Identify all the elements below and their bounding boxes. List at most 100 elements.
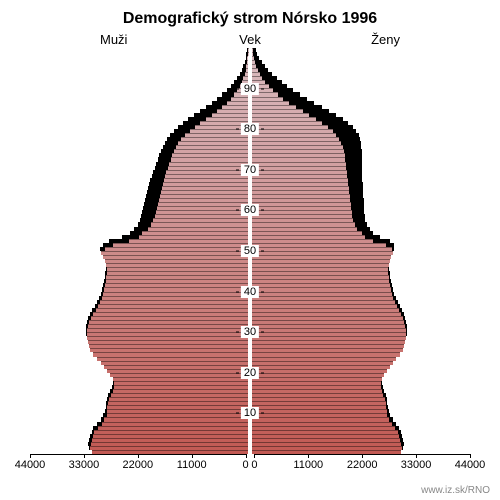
age-bar: [250, 145, 470, 149]
age-bar: [250, 153, 470, 157]
age-bar: [250, 92, 470, 96]
age-bar: [30, 332, 250, 336]
age-bar: [250, 84, 470, 88]
age-bar: [30, 231, 250, 235]
age-bar: [30, 60, 250, 64]
x-tick-label: 22000: [347, 459, 378, 471]
age-bar: [30, 357, 250, 361]
age-bar: [30, 64, 250, 68]
age-bar: [30, 52, 250, 56]
age-bar: [30, 92, 250, 96]
age-bar: [250, 296, 470, 300]
age-tick-label: 80: [241, 123, 259, 135]
age-bar: [30, 417, 250, 421]
age-bar: [30, 101, 250, 105]
age-bar: [250, 162, 470, 166]
age-bar: [30, 97, 250, 101]
age-bar: [250, 373, 470, 377]
age-bar: [250, 352, 470, 356]
credit-link[interactable]: www.iz.sk/RNO: [421, 485, 490, 496]
age-bar: [30, 239, 250, 243]
age-bar: [30, 401, 250, 405]
x-tick-label: 0: [251, 459, 257, 471]
age-bar: [250, 255, 470, 259]
age-tick-label: 30: [241, 326, 259, 338]
age-bar: [30, 405, 250, 409]
age-bar: [30, 218, 250, 222]
age-bar: [30, 434, 250, 438]
age-bar: [30, 186, 250, 190]
age-bar: [250, 292, 470, 296]
age-bar: [30, 365, 250, 369]
age-bar: [30, 202, 250, 206]
age-bar: [250, 101, 470, 105]
age-bar: [250, 227, 470, 231]
age-bar: [250, 316, 470, 320]
age-bar: [250, 60, 470, 64]
age-bar: [30, 68, 250, 72]
age-bar: [30, 287, 250, 291]
age-bar: [250, 194, 470, 198]
age-bar: [250, 409, 470, 413]
age-bar: [250, 186, 470, 190]
age-bar: [30, 442, 250, 446]
age-bar: [250, 324, 470, 328]
age-bar: [250, 446, 470, 450]
age-bar: [30, 336, 250, 340]
age-bar: [30, 153, 250, 157]
age-bar: [30, 430, 250, 434]
age-bar: [250, 320, 470, 324]
age-bar: [30, 84, 250, 88]
age-bar: [250, 198, 470, 202]
women-side: [250, 48, 470, 454]
age-bar: [30, 174, 250, 178]
age-bar: [30, 166, 250, 170]
age-bar: [30, 109, 250, 113]
age-bar: [30, 149, 250, 153]
age-bar: [30, 348, 250, 352]
age-bar: [250, 279, 470, 283]
age-bar: [250, 149, 470, 153]
age-bar: [30, 105, 250, 109]
age-bar: [250, 80, 470, 84]
age-bar: [30, 413, 250, 417]
age-bar: [250, 405, 470, 409]
age-bar: [30, 182, 250, 186]
age-bar: [30, 438, 250, 442]
age-bar: [250, 377, 470, 381]
age-bar: [250, 235, 470, 239]
age-bar: [30, 170, 250, 174]
age-bar: [30, 352, 250, 356]
age-bar: [250, 157, 470, 161]
age-bar: [30, 389, 250, 393]
age-bar: [30, 373, 250, 377]
age-bar: [250, 182, 470, 186]
age-bar: [30, 296, 250, 300]
age-bar: [250, 422, 470, 426]
x-tick-label: 11000: [177, 459, 207, 471]
age-bar: [250, 88, 470, 92]
label-age: Vek: [0, 32, 500, 47]
age-bar: [30, 259, 250, 263]
age-bar: [30, 222, 250, 226]
x-tick-label: 11000: [293, 459, 323, 471]
age-bar: [30, 393, 250, 397]
age-bar: [250, 263, 470, 267]
age-bar: [30, 227, 250, 231]
age-bar: [30, 446, 250, 450]
age-bar: [250, 113, 470, 117]
age-bar: [30, 56, 250, 60]
age-bar: [250, 210, 470, 214]
age-bar: [250, 190, 470, 194]
age-bar: [250, 300, 470, 304]
age-bar: [30, 316, 250, 320]
age-bar: [250, 381, 470, 385]
age-bar: [30, 308, 250, 312]
age-bar: [30, 190, 250, 194]
age-bar: [30, 381, 250, 385]
age-bar: [250, 243, 470, 247]
age-bar: [250, 304, 470, 308]
age-bar: [30, 157, 250, 161]
age-bar: [250, 365, 470, 369]
age-bar: [250, 312, 470, 316]
